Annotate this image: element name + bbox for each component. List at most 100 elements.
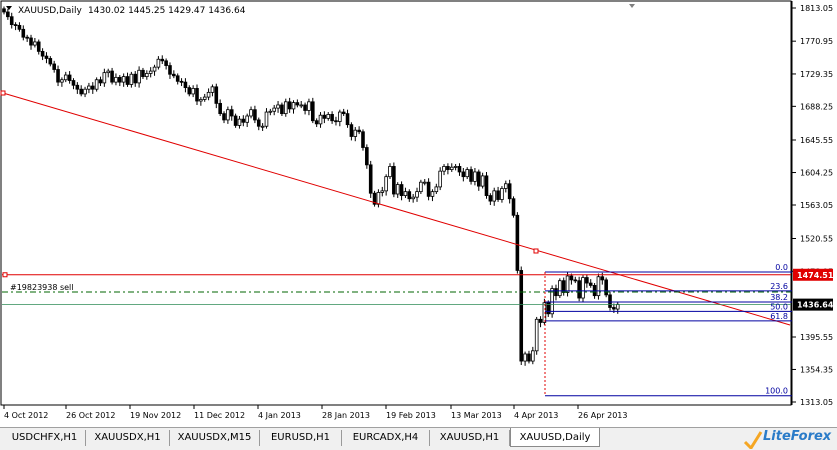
- candle: [268, 108, 273, 116]
- candle: [276, 101, 280, 113]
- candle: [226, 106, 230, 124]
- tab-xauusdx-h1[interactable]: XAUUSDX,H1: [86, 430, 170, 446]
- candle: [233, 113, 238, 128]
- candle: [179, 78, 184, 87]
- candle: [449, 163, 454, 172]
- candle: [280, 102, 284, 116]
- candle-body: [338, 111, 342, 122]
- candle: [175, 73, 180, 85]
- candle: [376, 189, 381, 208]
- candle-body: [415, 191, 419, 198]
- candle-body: [426, 181, 431, 197]
- line-price-tag: [793, 268, 833, 281]
- candle-body: [488, 195, 493, 202]
- candle: [573, 276, 578, 284]
- fibonacci-level-label: 50.0: [770, 302, 788, 311]
- candle: [318, 112, 323, 128]
- candle-body: [604, 279, 608, 296]
- candle-body: [179, 80, 184, 83]
- candle: [33, 37, 37, 48]
- candle-body: [596, 276, 601, 297]
- price-tick-label: 1645.55: [800, 136, 833, 145]
- candle-body: [164, 60, 168, 66]
- time-tick-label: 4 Jan 2013: [258, 411, 301, 420]
- candle-body: [175, 75, 180, 82]
- tab-xauusd-daily[interactable]: XAUUSD,Daily: [510, 428, 600, 447]
- candle-body: [349, 124, 354, 137]
- candle-body: [118, 76, 122, 83]
- order-label: #19823938 sell: [10, 283, 74, 292]
- fibonacci-level-label: 38.2: [770, 293, 788, 302]
- candle: [457, 163, 462, 176]
- candle: [558, 278, 562, 299]
- candle: [106, 68, 111, 78]
- candle-body: [527, 353, 531, 362]
- candle-body: [56, 69, 60, 83]
- candle: [291, 100, 296, 114]
- candle-body: [249, 109, 253, 117]
- candle: [384, 174, 388, 196]
- candle: [218, 99, 222, 116]
- resistance-line-handle: [2, 272, 8, 278]
- candle-body: [202, 96, 207, 100]
- collapse-triangle-icon[interactable]: [6, 6, 12, 10]
- candle-body: [538, 318, 543, 323]
- candle-body: [334, 120, 338, 123]
- candle-body: [615, 303, 620, 310]
- candle-body: [183, 81, 188, 89]
- candle: [56, 65, 60, 87]
- price-chart[interactable]: 0.0 23.6 38.2 50.0 61.8 100.0 1813.05 1770.95 1…: [0, 0, 837, 427]
- candle-body: [152, 66, 157, 72]
- candle: [476, 169, 481, 191]
- fibonacci-level-label: 23.6: [770, 282, 788, 291]
- candle: [148, 67, 153, 78]
- tab-eurusd-h1[interactable]: EURUSD,H1: [260, 430, 342, 446]
- candle: [299, 101, 304, 109]
- time-tick-label: 19 Nov 2012: [130, 411, 181, 420]
- tab-eurcadx-h4[interactable]: EURCADX,H4: [342, 430, 430, 446]
- logo-icon: [743, 431, 763, 449]
- tab-xauusd-h1[interactable]: XAUUSD,H1: [430, 430, 510, 446]
- tab-usdchfx-h1[interactable]: USDCHFX,H1: [4, 430, 86, 446]
- candle: [241, 115, 246, 127]
- candle-body: [40, 50, 45, 57]
- candle-body: [9, 16, 14, 25]
- tab-xauusdx-m15[interactable]: XAUUSDX,M15: [170, 430, 260, 446]
- time-tick-label: 26 Oct 2012: [66, 411, 115, 420]
- candle-body: [79, 88, 84, 95]
- candle: [114, 73, 118, 86]
- candle: [199, 97, 203, 106]
- candle-body: [29, 37, 33, 46]
- candle: [287, 97, 292, 113]
- candle-body: [226, 109, 230, 121]
- candle: [314, 118, 319, 128]
- candle: [303, 102, 307, 115]
- symbol-period-label: XAUUSD,Daily: [18, 6, 82, 16]
- candle: [156, 56, 161, 70]
- candle: [129, 71, 134, 88]
- candle-body: [222, 113, 226, 121]
- candle-body: [500, 188, 504, 200]
- candle: [608, 291, 612, 311]
- price-tick-label: 1770.95: [800, 37, 833, 46]
- candle-body: [191, 88, 195, 95]
- candle: [326, 112, 331, 121]
- candle-body: [299, 104, 304, 107]
- chart-shift-marker-icon[interactable]: [629, 4, 635, 8]
- tab-label: XAUUSD,Daily: [519, 432, 591, 443]
- candle-body: [585, 277, 589, 284]
- candle: [160, 55, 165, 64]
- candle: [118, 75, 122, 87]
- candle: [264, 108, 269, 129]
- candle-body: [291, 102, 296, 110]
- candle-body: [199, 99, 203, 102]
- candle-body: [484, 175, 489, 196]
- candle: [345, 109, 350, 128]
- candle-body: [473, 171, 477, 182]
- candle-body: [210, 86, 215, 93]
- candle: [29, 34, 33, 50]
- candle-body: [442, 166, 446, 172]
- candle: [388, 163, 392, 180]
- candle-body: [318, 114, 323, 125]
